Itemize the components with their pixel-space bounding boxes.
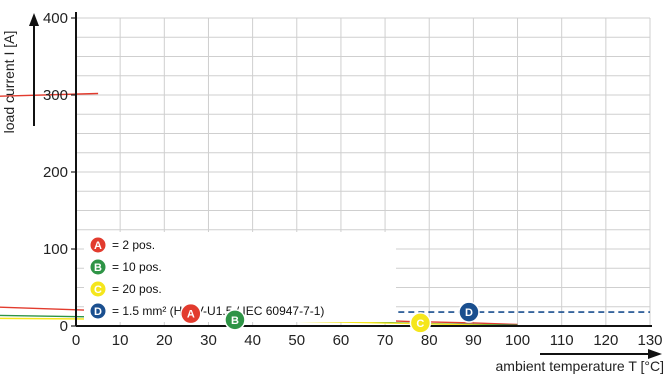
chart-tick-labels: 0 10 20 30 40 50 60 70 80 90 100 110 120 130 0 100 200 30… — [43, 10, 663, 349]
x-tick-label: 100 — [505, 332, 530, 349]
y-axis-label: load current I [A] — [1, 31, 17, 134]
x-tick-label: 90 — [465, 332, 482, 349]
legend-entry-b: = 10 pos. — [112, 260, 162, 274]
legend-background — [84, 232, 396, 322]
legend-badge-letter: D — [94, 306, 102, 318]
legend-badge-d — [89, 302, 107, 320]
x-tick-label: 30 — [200, 332, 217, 349]
x-tick-label: 130 — [637, 332, 662, 349]
series-badge-letter: B — [231, 315, 239, 327]
x-tick-label: 60 — [333, 332, 350, 349]
series-badge-letter: D — [465, 307, 473, 319]
legend-entry-d: = 1.5 mm² (H07V-U1.5 / IEC 60947-7-1) — [112, 304, 324, 318]
y-tick-label: 300 — [43, 87, 68, 104]
x-tick-label: 70 — [377, 332, 394, 349]
series-badge-a — [180, 302, 202, 325]
legend-badge-letter: C — [94, 284, 102, 296]
x-tick-label: 80 — [421, 332, 438, 349]
x-tick-label: 40 — [244, 332, 261, 349]
offscale-line — [0, 92, 99, 97]
x-label-arrowhead — [648, 349, 662, 359]
y-tick-label: 100 — [43, 241, 68, 258]
y-tick-label: 200 — [43, 164, 68, 181]
legend-badge-c — [89, 280, 107, 298]
legend-badge-a — [89, 236, 107, 254]
x-tick-label: 110 — [550, 332, 574, 349]
series-badge-letter: A — [187, 309, 195, 321]
x-tick-label: 50 — [288, 332, 305, 349]
x-tick-label: 10 — [112, 332, 129, 349]
y-tick-label: 400 — [43, 10, 68, 27]
legend-badge-b — [89, 258, 107, 276]
chart-series-badges: A B C D — [180, 301, 480, 334]
legend-entry-a: = 2 pos. — [112, 238, 155, 252]
x-tick-label: 120 — [593, 332, 618, 349]
series-badge-c — [409, 312, 432, 334]
legend-entry-c: = 20 pos. — [112, 282, 162, 296]
legend-badge-letter: B — [94, 262, 102, 274]
series-badge-d — [458, 301, 480, 323]
chart-legend: A = 2 pos. B = 10 pos. C = 20 pos. D = 1.5 mm² … — [84, 232, 396, 322]
legend-badge-letter: A — [94, 240, 102, 252]
x-axis-label: ambient temperature T [°C] — [496, 358, 665, 374]
y-label-arrowhead — [29, 13, 39, 26]
x-tick-label: 0 — [72, 332, 80, 349]
y-tick-label: 0 — [60, 318, 68, 335]
x-tick-label: 20 — [156, 332, 173, 349]
series-badge-b — [224, 309, 246, 331]
series-badge-letter: C — [416, 318, 424, 330]
chart-axes — [29, 12, 662, 359]
